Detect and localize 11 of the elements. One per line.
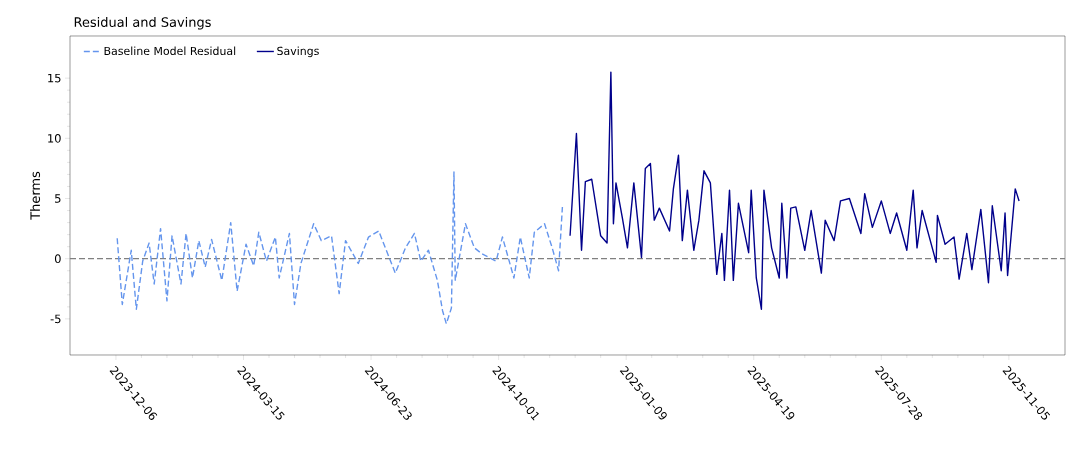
y-tick-label: 5 [55,194,61,203]
y-axis-title: Therms [30,171,41,220]
line-series [569,71,1020,310]
y-tick-label: 0 [54,254,61,264]
y-tick-label: -5 [50,314,61,324]
line-series [116,171,564,325]
chart-title: Residual and Savings [74,16,211,30]
y-tick-label: 10 [48,133,61,143]
legend-label: Savings [277,46,319,58]
y-tick-label: 15 [48,73,61,83]
legend-label: Baseline Model Residual [104,46,236,56]
